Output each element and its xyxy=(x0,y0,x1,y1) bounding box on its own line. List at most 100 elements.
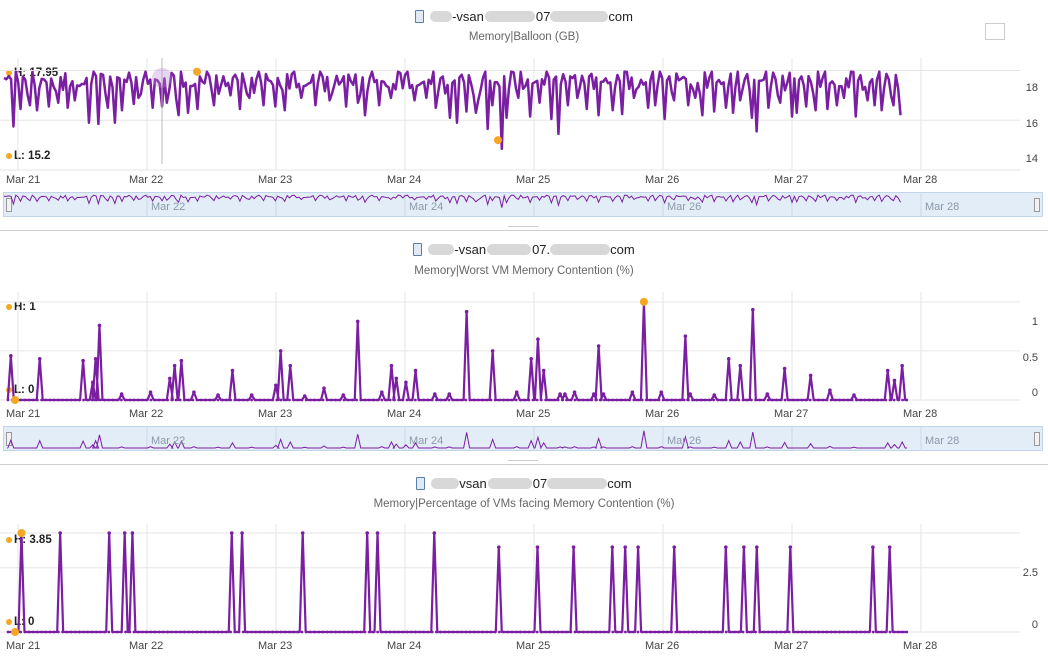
data-point xyxy=(334,398,337,402)
data-point xyxy=(544,398,547,402)
data-point xyxy=(6,630,10,634)
data-point xyxy=(317,630,321,634)
time-navigator[interactable] xyxy=(3,192,1043,217)
time-navigator[interactable] xyxy=(3,426,1043,451)
data-point xyxy=(481,398,484,402)
data-point xyxy=(712,393,717,397)
series-line[interactable] xyxy=(8,531,907,634)
x-tick: Mar 24 xyxy=(387,640,422,652)
data-point xyxy=(9,354,13,358)
data-point xyxy=(405,630,409,634)
data-point xyxy=(258,398,262,402)
data-point xyxy=(888,630,892,634)
data-point xyxy=(691,630,694,634)
navigator-right-handle[interactable] xyxy=(1034,432,1040,446)
data-point xyxy=(659,390,664,394)
data-point xyxy=(384,398,388,402)
navigator-right-handle[interactable] xyxy=(1034,198,1040,212)
data-point xyxy=(31,630,35,634)
data-point xyxy=(246,630,249,634)
data-point xyxy=(558,392,562,396)
data-point xyxy=(40,398,43,402)
data-point xyxy=(726,356,731,361)
high-label: H: 1 xyxy=(6,301,36,313)
host-suffix: com xyxy=(610,242,635,258)
data-point xyxy=(388,630,392,634)
data-point xyxy=(44,630,48,634)
data-point xyxy=(649,630,652,634)
data-point xyxy=(271,630,274,634)
navigator-tick: Mar 22 xyxy=(151,201,186,213)
chart-options-checkbox[interactable] xyxy=(985,23,1005,40)
data-point xyxy=(82,630,85,634)
redacted-text xyxy=(547,478,608,490)
data-point xyxy=(23,630,27,634)
low-value: L: 0 xyxy=(14,384,35,396)
redacted-text xyxy=(428,244,455,256)
data-point xyxy=(594,398,598,402)
data-point xyxy=(99,630,102,634)
data-point xyxy=(111,398,115,402)
data-point xyxy=(317,398,321,402)
balloon-series-line[interactable] xyxy=(3,70,902,151)
data-point xyxy=(124,630,127,634)
data-point xyxy=(708,398,711,402)
data-point xyxy=(623,545,627,549)
data-point xyxy=(535,630,539,634)
x-tick: Mar 27 xyxy=(774,408,809,420)
data-point xyxy=(592,392,596,396)
data-point xyxy=(191,398,195,402)
data-point xyxy=(258,630,262,634)
data-point xyxy=(636,545,640,549)
resize-grip[interactable] xyxy=(508,226,538,231)
data-point xyxy=(148,390,153,394)
data-point xyxy=(502,398,505,402)
x-tick: Mar 21 xyxy=(6,640,41,652)
data-point xyxy=(204,630,207,634)
data-point xyxy=(636,630,640,634)
data-point xyxy=(653,398,657,402)
data-point xyxy=(775,398,778,402)
navigator-left-handle[interactable] xyxy=(6,198,12,212)
data-point xyxy=(363,398,367,402)
data-point xyxy=(787,398,791,402)
data-point xyxy=(300,531,305,535)
balloon-line-chart[interactable] xyxy=(0,0,1048,228)
data-point xyxy=(309,630,312,634)
data-point xyxy=(233,398,237,402)
data-point xyxy=(37,356,42,361)
data-point xyxy=(535,545,540,549)
data-point xyxy=(863,398,867,402)
data-point xyxy=(73,630,77,634)
data-point xyxy=(741,398,745,402)
data-point xyxy=(346,398,350,402)
host-mid: 07 xyxy=(535,9,551,25)
data-point xyxy=(738,363,743,368)
low-marker-icon xyxy=(6,152,12,159)
y-tick: 14 xyxy=(1025,153,1038,165)
data-point xyxy=(351,630,354,634)
data-point xyxy=(745,398,749,402)
data-point xyxy=(586,630,589,634)
data-point xyxy=(699,398,703,402)
data-point xyxy=(472,398,476,402)
data-point xyxy=(246,398,249,402)
data-point xyxy=(687,630,690,634)
pct-vms-line-chart[interactable] xyxy=(0,466,1048,656)
resize-grip[interactable] xyxy=(508,460,538,465)
navigator-tick: Mar 28 xyxy=(925,201,960,213)
x-tick: Mar 28 xyxy=(903,640,938,652)
data-point xyxy=(724,545,728,549)
redacted-text xyxy=(550,11,609,23)
data-point xyxy=(132,398,136,402)
data-point xyxy=(241,398,245,402)
data-point xyxy=(657,630,661,634)
data-point xyxy=(762,630,766,634)
data-point xyxy=(855,630,858,634)
data-point xyxy=(447,392,452,396)
data-point xyxy=(640,398,644,402)
data-point xyxy=(220,398,224,402)
data-point xyxy=(766,398,770,402)
worst-vm-line-chart[interactable] xyxy=(0,232,1048,462)
data-point xyxy=(338,398,342,402)
